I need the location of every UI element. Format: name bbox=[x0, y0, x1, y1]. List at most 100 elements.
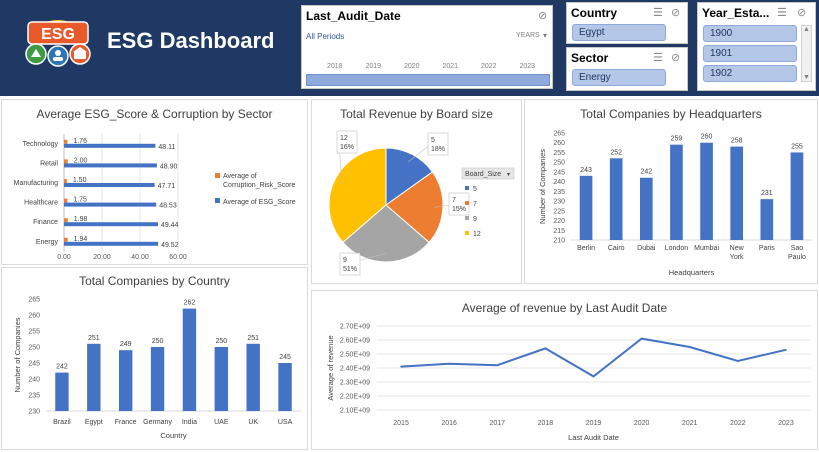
data-label: 251 bbox=[88, 335, 100, 342]
year-slicer-scrollbar[interactable]: ▲ ▼ bbox=[801, 25, 812, 82]
data-label: 262 bbox=[184, 300, 196, 307]
bar bbox=[64, 139, 68, 144]
data-label: 242 bbox=[640, 169, 652, 176]
x-tick-label: 2020 bbox=[634, 420, 650, 427]
timeline-year-label[interactable]: 2022 bbox=[481, 63, 497, 70]
y-tick-label: 240 bbox=[28, 377, 40, 384]
x-tick-label: 40.00 bbox=[131, 254, 149, 261]
data-label: 49.52 bbox=[161, 242, 179, 249]
bar bbox=[55, 372, 69, 411]
legend-label: 5 bbox=[473, 186, 477, 193]
data-label: 231 bbox=[761, 190, 773, 197]
bar bbox=[64, 183, 155, 187]
clear-filter-icon[interactable]: ⊘ bbox=[671, 52, 681, 64]
sector-slicer: Sector ☰ ⊘ Energy bbox=[566, 47, 688, 91]
audit-revenue-chart: 2.10E+09 2.20E+09 2.30E+09 2.40E+09 2.50E+09… bbox=[326, 324, 810, 442]
multi-select-icon[interactable]: ☰ bbox=[777, 7, 787, 19]
year-option[interactable]: 1901 bbox=[703, 45, 797, 62]
data-label: 245 bbox=[279, 354, 291, 361]
timeline-bar[interactable] bbox=[306, 74, 550, 86]
bar bbox=[639, 177, 653, 240]
country-option-selected[interactable]: Egypt bbox=[572, 24, 666, 41]
data-label: 51% bbox=[343, 266, 357, 273]
legend-title: Board_Size bbox=[465, 171, 501, 178]
y-tick-label: 2.20E+09 bbox=[340, 394, 370, 401]
chart-title: Total Revenue by Board size bbox=[340, 107, 493, 121]
category-label: Energy bbox=[36, 239, 59, 246]
year-option[interactable]: 1902 bbox=[703, 65, 797, 82]
data-label: 1.76 bbox=[73, 138, 87, 145]
x-tick-label: 2023 bbox=[778, 420, 794, 427]
data-label: 249 bbox=[120, 341, 132, 348]
country-slicer-title: Country bbox=[571, 6, 617, 20]
category-label: Manufacturing bbox=[14, 180, 58, 187]
sector-option-selected[interactable]: Energy bbox=[572, 69, 666, 86]
bar bbox=[730, 146, 744, 240]
timeline-year-label[interactable]: 2023 bbox=[519, 63, 536, 70]
data-label: 7 bbox=[452, 197, 456, 204]
timeline-year-label[interactable]: 2020 bbox=[404, 63, 420, 70]
timeline-year-label[interactable]: 2021 bbox=[442, 63, 459, 70]
x-axis-title: Last Audit Date bbox=[568, 433, 619, 442]
esg-sector-chart: 0.00 20.00 40.00 60.00 Technology 1.76 48.11 Re… bbox=[14, 134, 296, 261]
pie-slice bbox=[328, 147, 387, 244]
data-label-box bbox=[427, 132, 449, 156]
y-tick-label: 2.50E+09 bbox=[340, 352, 370, 359]
audit-date-slicer[interactable]: Last_Audit_Date ⊘ All Periods YEARS ▾ 20… bbox=[301, 5, 553, 89]
legend-label: 7 bbox=[473, 201, 477, 208]
x-tick-label: 2021 bbox=[682, 420, 698, 427]
clear-filter-icon[interactable]: ⊘ bbox=[797, 7, 807, 19]
category-label: UAE bbox=[214, 419, 229, 426]
data-label: 48.11 bbox=[158, 144, 175, 151]
data-label: 252 bbox=[610, 149, 622, 156]
data-label: 15% bbox=[452, 206, 466, 213]
y-tick-label: 2.10E+09 bbox=[340, 408, 370, 415]
leader-line bbox=[434, 204, 452, 208]
bar bbox=[182, 308, 197, 411]
x-tick-label: 2018 bbox=[538, 420, 554, 427]
clear-filter-icon[interactable]: ⊘ bbox=[671, 7, 681, 19]
data-label: 48.53 bbox=[159, 203, 177, 210]
data-label: 258 bbox=[731, 138, 743, 145]
data-label-box bbox=[336, 130, 358, 154]
x-tick-label: 2022 bbox=[730, 420, 746, 427]
x-tick-label: 60.00 bbox=[169, 254, 187, 261]
year-option[interactable]: 1900 bbox=[703, 25, 797, 42]
timeline-year-label[interactable]: 2018 bbox=[327, 63, 343, 70]
x-tick-label: 2015 bbox=[393, 420, 409, 427]
multi-select-icon[interactable]: ☰ bbox=[653, 52, 663, 64]
y-tick-label: 230 bbox=[553, 199, 565, 206]
multi-select-icon[interactable]: ☰ bbox=[653, 7, 663, 19]
data-label: 260 bbox=[701, 134, 713, 141]
data-label: 48.90 bbox=[160, 163, 178, 170]
revenue-board-chart-panel: Total Revenue by Board size 5 18% 7 15% 9 51%… bbox=[311, 99, 522, 284]
x-axis-title: Country bbox=[160, 431, 187, 440]
y-tick-label: 2.40E+09 bbox=[340, 366, 370, 373]
hq-chart-panel: Total Companies by Headquarters 210 215 22… bbox=[524, 99, 818, 284]
data-label: 12 bbox=[340, 135, 348, 142]
legend-label: 9 bbox=[473, 216, 477, 223]
scroll-down-icon[interactable]: ▼ bbox=[803, 74, 810, 81]
y-tick-label: 265 bbox=[28, 297, 40, 304]
bar bbox=[579, 175, 593, 240]
x-tick-label: 2016 bbox=[441, 420, 457, 427]
category-label: Germany bbox=[143, 419, 172, 426]
x-tick-label: 20.00 bbox=[93, 254, 111, 261]
timeline-year-label[interactable]: 2019 bbox=[365, 63, 382, 70]
bar bbox=[64, 159, 68, 164]
unit-chevron-down-icon[interactable]: ▾ bbox=[543, 31, 548, 40]
clear-filter-icon[interactable]: ⊘ bbox=[538, 10, 548, 22]
bar bbox=[64, 202, 157, 207]
category-label: Technology bbox=[23, 141, 59, 148]
timeline-year-labels: 2018 2019 2020 2021 2022 2023 bbox=[302, 63, 552, 73]
audit-unit-dropdown[interactable]: YEARS bbox=[516, 32, 540, 39]
pie-slice bbox=[385, 171, 444, 244]
scroll-up-icon[interactable]: ▲ bbox=[803, 26, 810, 33]
legend-label: Average of ESG_Score bbox=[223, 199, 296, 206]
y-tick-label: 225 bbox=[553, 208, 565, 215]
category-label: Cairo bbox=[608, 245, 625, 252]
chart-title: Average of revenue by Last Audit Date bbox=[461, 301, 668, 315]
y-tick-label: 2.70E+09 bbox=[340, 324, 370, 331]
year-established-slicer: Year_Esta... ☰ ⊘ 1900 1901 1902 ▲ ▼ bbox=[697, 2, 816, 91]
y-tick-label: 245 bbox=[553, 169, 565, 176]
